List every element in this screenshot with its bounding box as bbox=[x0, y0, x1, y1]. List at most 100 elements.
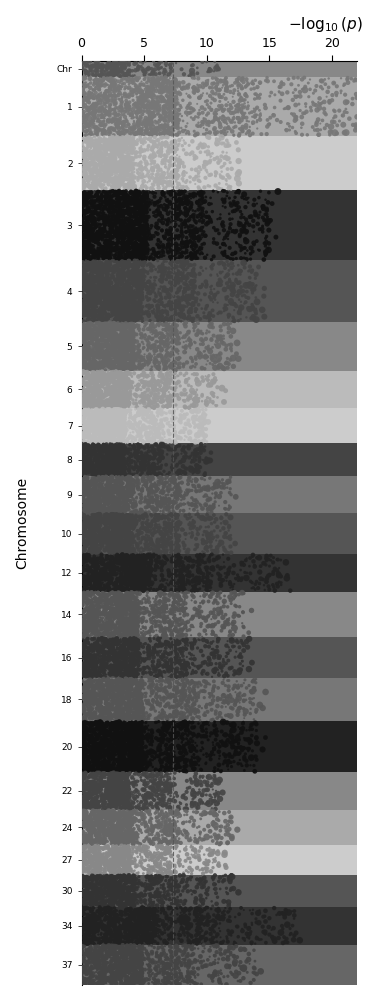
Point bbox=[132, 741, 138, 757]
Point bbox=[137, 806, 142, 822]
Point bbox=[179, 403, 185, 419]
Point bbox=[208, 95, 214, 111]
Point bbox=[106, 320, 112, 336]
Point bbox=[92, 834, 97, 850]
Point bbox=[99, 272, 105, 288]
Point bbox=[83, 390, 89, 406]
Point bbox=[106, 456, 112, 472]
Point bbox=[94, 273, 100, 289]
Point bbox=[110, 641, 116, 657]
Point bbox=[94, 909, 100, 925]
Point bbox=[111, 610, 117, 626]
Point bbox=[150, 377, 156, 393]
Point bbox=[126, 695, 132, 711]
Point bbox=[129, 921, 135, 937]
Point bbox=[225, 708, 231, 724]
Point bbox=[154, 589, 160, 605]
Point bbox=[177, 858, 183, 874]
Point bbox=[110, 434, 116, 450]
Point bbox=[140, 507, 146, 523]
Point bbox=[160, 355, 166, 371]
Point bbox=[140, 63, 146, 79]
Point bbox=[226, 941, 232, 957]
Point bbox=[84, 456, 90, 472]
Point bbox=[119, 174, 125, 190]
Point bbox=[247, 719, 253, 735]
Point bbox=[90, 206, 96, 222]
Point bbox=[128, 334, 134, 350]
Point bbox=[218, 331, 224, 347]
Point bbox=[220, 360, 226, 376]
Point bbox=[94, 282, 100, 298]
Point bbox=[85, 349, 91, 365]
Point bbox=[131, 466, 137, 482]
Point bbox=[145, 886, 151, 902]
Point bbox=[98, 570, 104, 586]
Point bbox=[143, 211, 149, 227]
Point bbox=[84, 146, 90, 162]
Point bbox=[119, 254, 125, 270]
Point bbox=[91, 462, 97, 478]
Point bbox=[208, 725, 214, 741]
Point bbox=[94, 247, 100, 263]
Point bbox=[82, 622, 88, 638]
Point bbox=[221, 688, 227, 704]
Point bbox=[135, 380, 141, 396]
Point bbox=[110, 778, 116, 794]
Point bbox=[168, 187, 174, 203]
Point bbox=[79, 447, 85, 463]
Point bbox=[197, 311, 203, 327]
Point bbox=[104, 659, 110, 675]
Point bbox=[208, 102, 214, 118]
Point bbox=[119, 223, 125, 239]
Point bbox=[146, 922, 152, 938]
Point bbox=[204, 569, 210, 585]
Point bbox=[137, 712, 142, 728]
Point bbox=[89, 812, 94, 828]
Point bbox=[110, 290, 116, 306]
Point bbox=[130, 894, 136, 910]
Point bbox=[190, 946, 196, 962]
Point bbox=[124, 770, 129, 786]
Point bbox=[108, 415, 114, 431]
Point bbox=[94, 556, 100, 572]
Point bbox=[240, 223, 246, 239]
Point bbox=[111, 154, 117, 170]
Point bbox=[119, 502, 125, 518]
Point bbox=[118, 373, 124, 389]
Point bbox=[138, 965, 144, 981]
Point bbox=[93, 281, 99, 297]
Point bbox=[162, 839, 168, 855]
Point bbox=[159, 171, 165, 187]
Point bbox=[122, 594, 128, 610]
Point bbox=[191, 464, 197, 480]
Point bbox=[123, 260, 129, 276]
Point bbox=[94, 809, 100, 825]
Point bbox=[129, 577, 135, 593]
Point bbox=[110, 384, 116, 400]
Point bbox=[129, 924, 135, 940]
Point bbox=[112, 408, 118, 424]
Point bbox=[111, 114, 117, 130]
Point bbox=[94, 772, 100, 788]
Point bbox=[86, 690, 92, 706]
Point bbox=[207, 805, 213, 821]
Point bbox=[116, 832, 122, 848]
Point bbox=[120, 795, 126, 811]
Point bbox=[158, 524, 164, 540]
Point bbox=[88, 814, 94, 830]
Point bbox=[109, 302, 115, 318]
Point bbox=[249, 728, 255, 744]
Point bbox=[128, 726, 134, 742]
Point bbox=[95, 923, 101, 939]
Point bbox=[87, 446, 93, 462]
Point bbox=[122, 609, 128, 625]
Point bbox=[87, 189, 93, 205]
Point bbox=[111, 187, 117, 203]
Point bbox=[157, 440, 163, 456]
Point bbox=[109, 76, 115, 92]
Point bbox=[170, 610, 176, 626]
Point bbox=[158, 334, 164, 350]
Point bbox=[122, 267, 128, 283]
Point bbox=[126, 797, 132, 813]
